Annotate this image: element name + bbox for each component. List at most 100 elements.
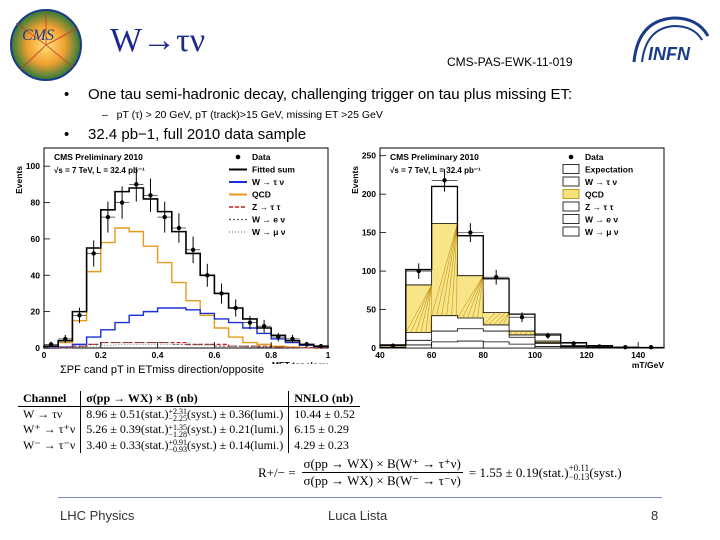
data-point: [148, 193, 153, 198]
data-point: [493, 275, 499, 280]
qcd-hatch-line: [488, 312, 501, 326]
data-point: [290, 336, 295, 342]
y-tick-label: 40: [31, 270, 41, 280]
ratio-value: = 1.55 ± 0.19(stat.): [468, 464, 569, 480]
x-axis-label: mT/GeV: [632, 360, 664, 370]
data-point: [77, 313, 82, 318]
legend-marker: [562, 176, 580, 187]
legend-label: W → μ ν: [252, 227, 286, 237]
qcd-hatch-line: [554, 340, 557, 343]
legend-label: Z → τ τ: [585, 202, 614, 212]
met-topology-plot: 0 20 40 60 80 100 0 0.2 0.4 0.6 0.8 1 Events MET-topo…: [14, 147, 331, 364]
xsec-tail: (syst.) ± 0.21(lumi.): [187, 422, 284, 437]
qcd-hatch-line: [456, 223, 458, 316]
data-point: [119, 200, 125, 205]
xsec-cell: 5.26 ± 0.39(stat.)+1.35 −1.28(syst.) ± 0.…: [80, 422, 289, 438]
qcd-hatch-line: [431, 223, 458, 316]
met-topology-below-label: ΣPF cand pT in ETmiss direction/opposite: [60, 364, 265, 376]
cms-logo-text: CMS: [22, 27, 54, 44]
qcd-hatch-line: [472, 275, 484, 319]
y-tick-label: 0: [35, 343, 40, 353]
plot-header: CMS Preliminary 2010: [54, 152, 143, 162]
qcd-hatch-line: [513, 330, 519, 336]
data-point: [416, 268, 421, 274]
channel-cell: W⁺ → τ⁺ν: [23, 422, 76, 437]
xsec-tail: (syst.) ± 0.14(lumi.): [187, 437, 284, 452]
data-point: [276, 334, 281, 340]
data-point: [91, 251, 96, 256]
qcd-hatch-line: [451, 223, 458, 316]
nnlo-cell: 10.44 ± 0.52: [288, 406, 360, 423]
ratio-tail: (syst.): [589, 464, 622, 480]
legend-marker: [568, 154, 574, 160]
legend-label: QCD: [585, 190, 604, 200]
legend-marker: [235, 154, 241, 160]
channel-cell: W⁻ → τ⁻ν: [23, 437, 76, 452]
y-tick-label: 20: [31, 307, 41, 317]
y-axis-label: Events: [350, 166, 360, 194]
data-point: [261, 323, 267, 329]
data-point: [648, 345, 654, 350]
syst-up: +2.31: [168, 407, 188, 417]
legend-marker: [562, 164, 580, 174]
data-point: [134, 182, 139, 187]
y-axis-label: Events: [14, 166, 24, 194]
data-point: [176, 225, 182, 231]
qcd-hatch-line: [508, 330, 514, 336]
data-point: [105, 214, 111, 220]
paper-id: CMS-PAS-EWK-11-019: [447, 55, 573, 69]
xsec-cell: 8.96 ± 0.51(stat.)+2.31 −2.25(syst.) ± 0.…: [80, 406, 289, 424]
plot-lumi: √s = 7 TeV, L = 32.4 pb⁻¹: [390, 166, 481, 175]
xsec-value: 3.40 ± 0.33(stat.): [86, 437, 169, 452]
legend-label: W → e ν: [585, 215, 618, 225]
xsec-value: 5.26 ± 0.39(stat.): [86, 422, 169, 437]
x-axis-label: MET-topology: [272, 360, 328, 364]
legend-label: Data: [585, 152, 604, 162]
data-point: [468, 230, 473, 235]
x-tick-label: 0.8: [265, 350, 277, 360]
syst-down: −0.93: [168, 444, 188, 454]
y-tick-label: 150: [362, 228, 376, 238]
qcd-hatch-line: [483, 312, 496, 326]
y-tick-label: 250: [362, 151, 376, 161]
bullet-dataset: • 32.4 pb−1, full 2010 data sample: [64, 126, 307, 143]
data-point: [623, 345, 628, 350]
data-point: [304, 342, 309, 347]
infn-logo: INFN: [632, 16, 710, 64]
qcd-hatch-line: [539, 340, 542, 343]
infn-logo-text: INFN: [648, 44, 691, 64]
bullet-dataset-text: 32.4 pb−1, full 2010 data sample: [88, 126, 307, 143]
nnlo-cell: 4.29 ± 0.23: [288, 437, 360, 453]
col-header-channel: Channel: [18, 391, 81, 407]
data-point: [48, 342, 54, 347]
qcd-hatch-line: [415, 284, 432, 333]
sub-bullet-cuts: – pT (τ) > 20 GeV, pT (track)>15 GeV, mi…: [102, 109, 383, 121]
x-tick-label: 100: [528, 350, 542, 360]
qcd-hatch-line: [441, 223, 458, 316]
data-point: [318, 343, 324, 349]
qcd-hatch-line: [467, 275, 484, 319]
syst-up: +1.35: [168, 422, 188, 432]
x-tick-label: 60: [427, 350, 437, 360]
legend-marker: [562, 201, 580, 212]
data-point: [205, 273, 210, 278]
col-header-xsec: σ(pp → WX) × B (nb): [80, 391, 289, 407]
y-tick-label: 80: [31, 198, 41, 208]
qcd-hatch-line: [523, 330, 529, 336]
data-point: [390, 343, 396, 348]
ratio-syst: +0.11 −0.13: [569, 463, 590, 482]
sub-bullet-dash: –: [102, 109, 114, 121]
y-tick-label: 0: [371, 343, 376, 353]
legend-marker: [562, 214, 580, 224]
data-point: [63, 336, 68, 342]
data-point: [219, 291, 224, 296]
syst-down: −2.25: [168, 414, 188, 424]
table-row: W → τν 8.96 ± 0.51(stat.)+2.31 −2.25(syst…: [18, 406, 360, 424]
data-point: [442, 178, 447, 183]
qcd-hatch-line: [462, 275, 484, 319]
y-tick-label: 60: [31, 234, 41, 244]
qcd-hatch-line: [446, 223, 458, 316]
slide-title: W→τν: [110, 22, 206, 59]
xsec-tail: (syst.) ± 0.36(lumi.): [187, 407, 284, 421]
col-header-nnlo: NNLO (nb): [288, 391, 360, 407]
